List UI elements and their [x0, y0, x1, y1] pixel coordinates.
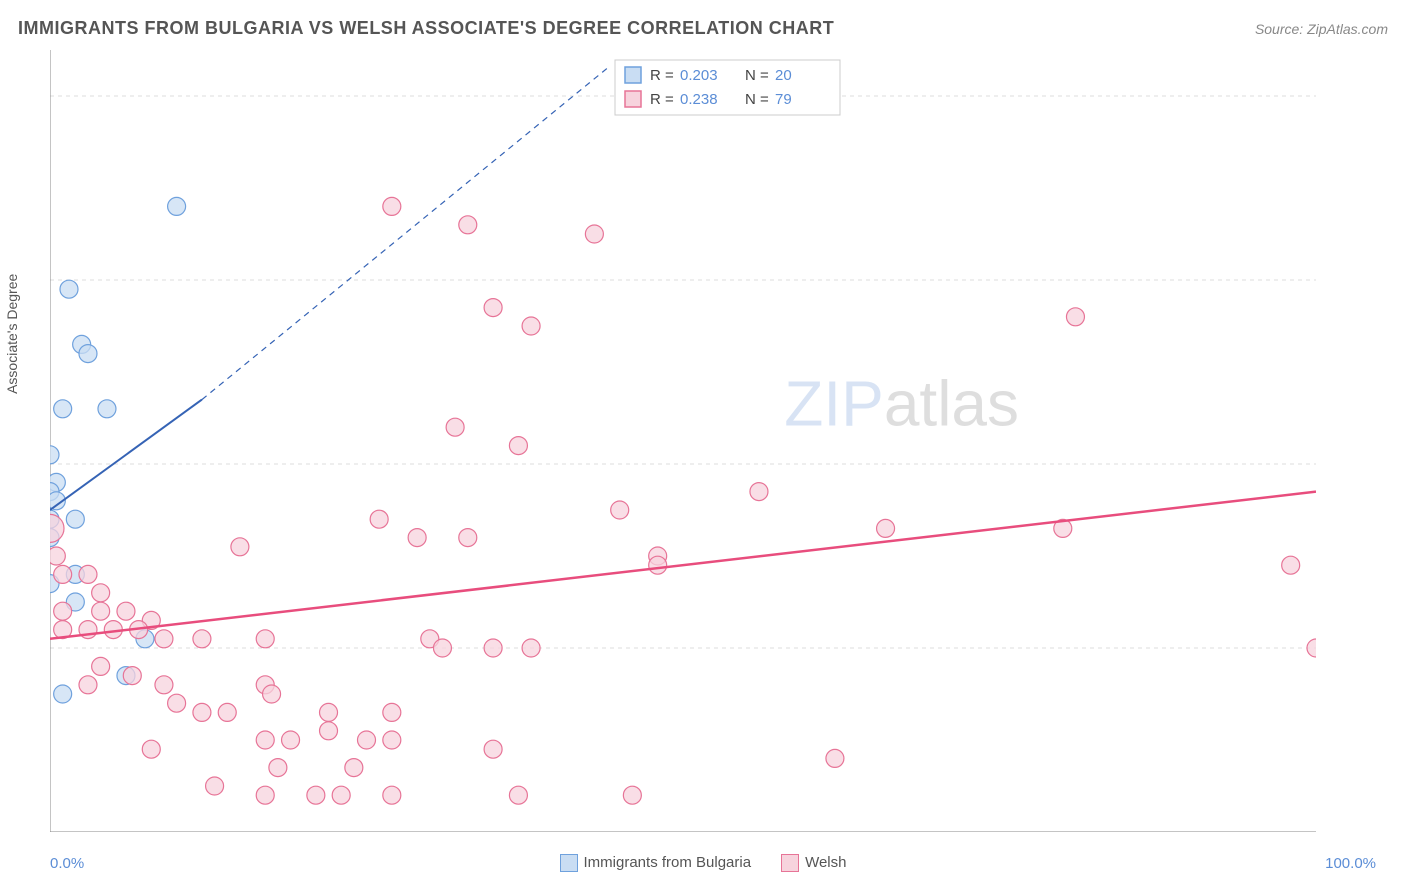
scatter-point	[92, 657, 110, 675]
scatter-point	[1307, 639, 1316, 657]
scatter-point	[79, 565, 97, 583]
legend-n-label: N =	[745, 67, 769, 84]
y-axis-label: Associate's Degree	[4, 274, 20, 394]
scatter-point	[218, 703, 236, 721]
scatter-point	[649, 556, 667, 574]
legend-n-value: 20	[775, 67, 792, 84]
legend-label: Welsh	[805, 854, 846, 871]
scatter-point	[383, 197, 401, 215]
chart-plot-area: 40.0%60.0%80.0%100.0%ZIPatlasR =0.203N =…	[50, 50, 1316, 832]
scatter-point	[446, 418, 464, 436]
scatter-point	[509, 437, 527, 455]
scatter-point	[193, 630, 211, 648]
legend-r-label: R =	[650, 91, 674, 108]
legend-swatch	[625, 67, 641, 83]
scatter-point	[256, 786, 274, 804]
scatter-point	[54, 565, 72, 583]
scatter-chart-svg: 40.0%60.0%80.0%100.0%ZIPatlasR =0.203N =…	[50, 50, 1316, 832]
scatter-point	[522, 639, 540, 657]
scatter-point	[79, 345, 97, 363]
scatter-point	[256, 731, 274, 749]
scatter-point	[383, 731, 401, 749]
legend-box	[615, 60, 840, 115]
scatter-point	[155, 676, 173, 694]
scatter-point	[307, 786, 325, 804]
legend-item: Welsh	[781, 854, 846, 872]
scatter-point	[168, 197, 186, 215]
legend-n-label: N =	[745, 91, 769, 108]
watermark: ZIPatlas	[784, 367, 1019, 439]
scatter-point	[826, 749, 844, 767]
scatter-point	[142, 740, 160, 758]
scatter-point	[54, 400, 72, 418]
scatter-point	[459, 529, 477, 547]
scatter-point	[117, 602, 135, 620]
legend-swatch	[625, 91, 641, 107]
scatter-point	[358, 731, 376, 749]
scatter-point	[54, 685, 72, 703]
scatter-point	[585, 225, 603, 243]
chart-title: IMMIGRANTS FROM BULGARIA VS WELSH ASSOCI…	[18, 18, 834, 39]
scatter-point	[408, 529, 426, 547]
legend-swatch	[781, 854, 799, 872]
trend-line-dashed	[202, 68, 607, 399]
trend-line	[50, 400, 202, 510]
scatter-point	[50, 547, 65, 565]
chart-header: IMMIGRANTS FROM BULGARIA VS WELSH ASSOCI…	[18, 18, 1388, 39]
scatter-point	[193, 703, 211, 721]
legend-item: Immigrants from Bulgaria	[560, 854, 752, 872]
scatter-point	[484, 299, 502, 317]
scatter-point	[168, 694, 186, 712]
scatter-point	[282, 731, 300, 749]
scatter-point	[123, 667, 141, 685]
scatter-point	[623, 786, 641, 804]
scatter-point	[256, 630, 274, 648]
scatter-point	[263, 685, 281, 703]
scatter-point	[155, 630, 173, 648]
legend-r-value: 0.203	[680, 67, 718, 84]
scatter-point	[484, 639, 502, 657]
scatter-point	[611, 501, 629, 519]
scatter-point	[54, 602, 72, 620]
scatter-point	[231, 538, 249, 556]
scatter-point	[370, 510, 388, 528]
scatter-point	[345, 759, 363, 777]
trend-line	[50, 492, 1316, 639]
scatter-point	[92, 602, 110, 620]
scatter-point	[320, 703, 338, 721]
scatter-point	[877, 519, 895, 537]
legend-r-value: 0.238	[680, 91, 718, 108]
scatter-point	[1066, 308, 1084, 326]
bottom-legend: Immigrants from Bulgaria Welsh	[0, 854, 1406, 872]
scatter-point	[50, 514, 64, 542]
scatter-point	[509, 786, 527, 804]
scatter-point	[383, 703, 401, 721]
scatter-point	[92, 584, 110, 602]
scatter-point	[522, 317, 540, 335]
legend-label: Immigrants from Bulgaria	[584, 854, 752, 871]
legend-n-value: 79	[775, 91, 792, 108]
scatter-point	[484, 740, 502, 758]
legend-swatch	[560, 854, 578, 872]
chart-source: Source: ZipAtlas.com	[1255, 21, 1388, 37]
scatter-point	[50, 446, 59, 464]
scatter-point	[60, 280, 78, 298]
scatter-point	[269, 759, 287, 777]
scatter-point	[750, 483, 768, 501]
scatter-point	[66, 510, 84, 528]
scatter-point	[206, 777, 224, 795]
scatter-point	[320, 722, 338, 740]
legend-r-label: R =	[650, 67, 674, 84]
scatter-point	[459, 216, 477, 234]
scatter-point	[332, 786, 350, 804]
scatter-point	[98, 400, 116, 418]
scatter-point	[1282, 556, 1300, 574]
scatter-point	[433, 639, 451, 657]
scatter-point	[79, 676, 97, 694]
scatter-point	[383, 786, 401, 804]
